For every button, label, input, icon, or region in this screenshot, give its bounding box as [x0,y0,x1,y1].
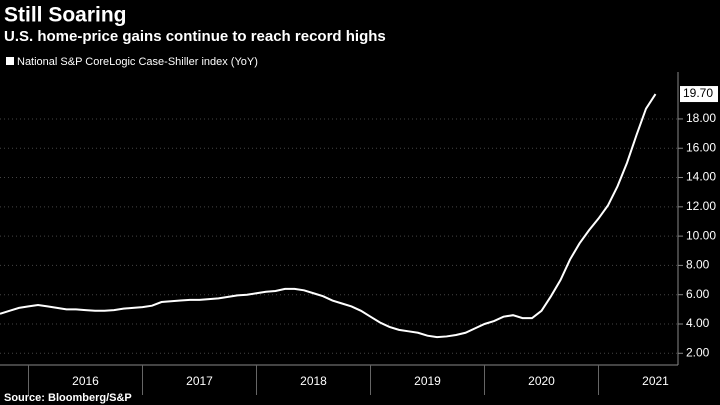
chart-title: Still Soaring [4,4,127,27]
x-tick-label: 2021 [642,374,669,388]
value-label-box [680,86,718,103]
x-tick-label: 2019 [414,374,441,388]
chart-subtitle: U.S. home-price gains continue to reach … [4,28,386,45]
y-tick-label: 14.00 [686,170,716,184]
x-tick-label: 2020 [528,374,555,388]
y-tick-label: 8.00 [686,258,710,272]
legend-label: National S&P CoreLogic Case-Shiller inde… [17,56,258,68]
y-tick-label: 6.00 [686,287,710,301]
y-tick-label: 18.00 [686,111,716,125]
legend-swatch [6,57,14,65]
y-tick-label: 12.00 [686,199,716,213]
line [0,93,657,339]
x-tick-label: 2018 [300,374,327,388]
x-tick-label: 2017 [186,374,213,388]
y-tick-label: 10.00 [686,228,716,242]
x-tick-label: 2016 [72,374,99,388]
source: Source: Bloomberg/S&P [4,392,132,404]
value-label: 19.70 [683,86,713,100]
y-tick-label: 16.00 [686,140,716,154]
y-tick-label: 2.00 [686,345,710,359]
y-tick-label: 4.00 [686,316,710,330]
